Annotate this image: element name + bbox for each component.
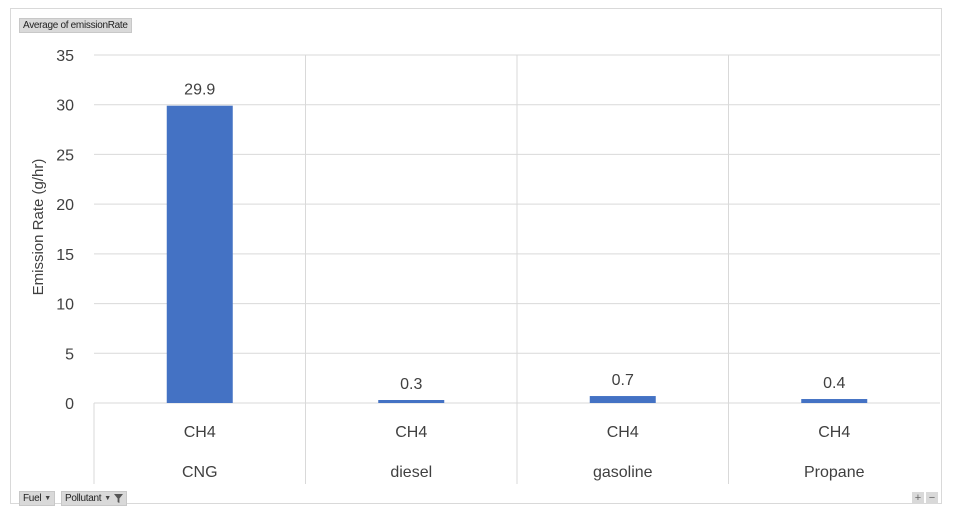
y-tick-label: 30 xyxy=(56,98,74,115)
data-label: 29.9 xyxy=(184,82,215,99)
y-tick-label: 35 xyxy=(56,48,74,65)
chevron-down-icon: ▼ xyxy=(44,494,51,502)
x-category-label-inner: CH4 xyxy=(395,424,427,441)
y-tick-label: 5 xyxy=(65,346,74,363)
bar xyxy=(801,399,868,403)
data-label: 0.7 xyxy=(612,372,634,389)
y-axis-title: Emission Rate (g/hr) xyxy=(30,159,47,296)
data-label: 0.3 xyxy=(400,376,422,393)
fuel-field-button[interactable]: Fuel ▼ xyxy=(19,491,55,506)
bar xyxy=(589,396,656,403)
pollutant-field-label: Pollutant xyxy=(65,492,102,504)
y-tick-label: 20 xyxy=(56,197,74,214)
x-category-label-outer: diesel xyxy=(390,464,432,481)
y-tick-label: 0 xyxy=(65,396,74,413)
x-category-label-inner: CH4 xyxy=(607,424,639,441)
x-category-label-outer: gasoline xyxy=(593,464,653,481)
pollutant-field-button[interactable]: Pollutant ▼ xyxy=(61,491,127,506)
value-field-label: Average of emissionRate xyxy=(23,19,128,31)
zoom-controls: + − xyxy=(912,492,938,504)
y-tick-label: 25 xyxy=(56,147,74,164)
y-tick-label: 15 xyxy=(56,247,74,264)
y-tick-label: 10 xyxy=(56,297,74,314)
filter-icon xyxy=(113,494,123,503)
x-category-label-inner: CH4 xyxy=(818,424,850,441)
value-field-button[interactable]: Average of emissionRate xyxy=(19,18,132,33)
expand-button[interactable]: + xyxy=(912,492,924,504)
fuel-field-label: Fuel xyxy=(23,492,42,504)
chevron-down-icon: ▼ xyxy=(104,494,111,502)
x-category-label-outer: CNG xyxy=(182,464,218,481)
x-category-label-outer: Propane xyxy=(804,464,865,481)
x-category-label-inner: CH4 xyxy=(184,424,216,441)
bar xyxy=(166,105,233,404)
data-label: 0.4 xyxy=(823,375,845,392)
bar xyxy=(378,400,445,403)
collapse-button[interactable]: − xyxy=(926,492,938,504)
chart-area xyxy=(10,8,942,504)
